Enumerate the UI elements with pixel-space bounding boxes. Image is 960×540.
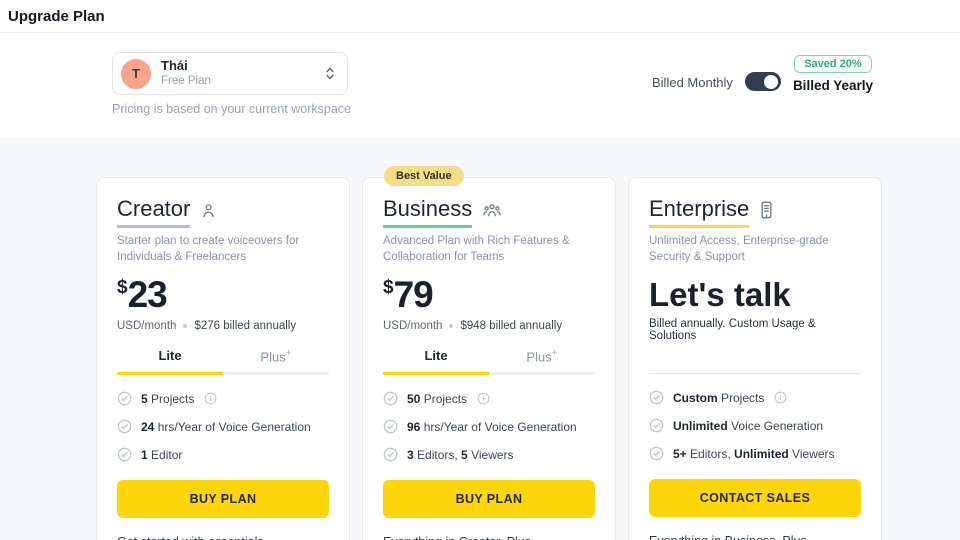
price-value: 23 xyxy=(127,273,168,315)
page-header: Upgrade Plan xyxy=(0,0,960,33)
billed-note: $276 billed annually xyxy=(194,319,297,332)
team-icon xyxy=(482,201,502,219)
check-circle-icon xyxy=(649,390,664,405)
check-circle-icon xyxy=(383,391,398,406)
check-circle-icon xyxy=(383,447,398,462)
feature-editors-viewers: 5+ Editors, Unlimited Viewers xyxy=(649,446,861,461)
toggle-knob xyxy=(764,74,779,89)
dot-separator xyxy=(449,323,454,328)
feature-projects: 5 Projects xyxy=(117,391,329,406)
check-circle-icon xyxy=(117,447,132,462)
saved-badge: Saved 20% xyxy=(794,55,872,73)
price-unit: USD/month xyxy=(383,319,443,332)
price-unit: USD/month xyxy=(117,319,177,332)
workspace-selector[interactable]: T Thái Free Plan xyxy=(112,52,348,95)
plan-price: $23 xyxy=(117,273,329,315)
price-meta: USD/month $276 billed annually xyxy=(117,318,329,333)
tier-tabs: Lite Plus+ xyxy=(383,348,595,376)
currency-symbol: $ xyxy=(383,277,394,298)
workspace-plan: Free Plan xyxy=(161,75,211,88)
subheader: T Thái Free Plan Pricing is based on you… xyxy=(0,33,960,138)
billed-monthly-label: Billed Monthly xyxy=(652,75,733,90)
tier-tabs: Lite Plus+ xyxy=(117,348,329,376)
billing-controls: Billed Monthly Saved 20% Billed Yearly xyxy=(652,55,873,93)
avatar: T xyxy=(121,58,151,89)
feature-projects: 50 Projects xyxy=(383,391,595,406)
plan-price: $79 xyxy=(383,273,595,315)
building-icon xyxy=(759,201,774,219)
billed-yearly-label: Billed Yearly xyxy=(792,78,873,93)
person-icon xyxy=(200,202,217,219)
check-circle-icon xyxy=(649,418,664,433)
billed-yearly-group: Saved 20% Billed Yearly xyxy=(793,55,873,93)
feature-voice-generation: 24 hrs/Year of Voice Generation xyxy=(117,419,329,434)
plan-price: Let's talk xyxy=(649,273,861,315)
workspace-caption: Pricing is based on your current workspa… xyxy=(112,102,352,116)
check-circle-icon xyxy=(383,419,398,434)
currency-symbol: $ xyxy=(117,277,128,298)
dot-separator xyxy=(183,323,188,328)
feature-editors-viewers: 3 Editors, 5 Viewers xyxy=(383,447,595,462)
billed-note: Billed annually. Custom Usage & Solution… xyxy=(649,318,816,342)
check-circle-icon xyxy=(117,419,132,434)
info-icon[interactable] xyxy=(204,392,217,405)
tab-lite[interactable]: Lite xyxy=(117,348,223,376)
tabs-divider xyxy=(649,348,861,374)
feature-list: Custom Projects Unlimited Voice Generati… xyxy=(649,390,861,461)
plan-title-row: Business xyxy=(383,196,595,228)
tab-lite[interactable]: Lite xyxy=(383,348,489,376)
feature-list: 50 Projects 96 hrs/Year of Voice Generat… xyxy=(383,391,595,462)
contact-sales-button[interactable]: CONTACT SALES xyxy=(649,479,861,517)
plan-name-enterprise: Enterprise xyxy=(649,196,750,228)
plan-description: Unlimited Access, Enterprise-grade Secur… xyxy=(649,235,829,264)
info-icon[interactable] xyxy=(774,391,787,404)
buy-plan-button[interactable]: BUY PLAN xyxy=(383,480,595,519)
feature-projects: Custom Projects xyxy=(649,390,861,405)
feature-list: 5 Projects 24 hrs/Year of Voice Generati… xyxy=(117,391,329,462)
workspace-info: Thái Free Plan xyxy=(161,58,325,89)
check-circle-icon xyxy=(117,391,132,406)
billed-note: $948 billed annually xyxy=(460,319,563,332)
extras-heading: Get started with essentials xyxy=(117,535,329,540)
buy-plan-button[interactable]: BUY PLAN xyxy=(117,480,329,519)
billing-toggle[interactable] xyxy=(744,72,781,91)
workspace-name: Thái xyxy=(161,58,188,74)
info-icon[interactable] xyxy=(477,392,490,405)
tab-plus[interactable]: Plus+ xyxy=(489,348,595,376)
plan-title-row: Creator xyxy=(117,196,329,228)
plan-name-creator: Creator xyxy=(117,196,191,228)
price-meta: USD/month $948 billed annually xyxy=(383,318,595,333)
page-title: Upgrade Plan xyxy=(8,7,105,25)
plan-card-enterprise: Enterprise Unlimited Access, Enterprise-… xyxy=(628,177,882,540)
extras-heading: Everything in Business, Plus xyxy=(649,534,861,540)
feature-editors: 1 Editor xyxy=(117,447,329,462)
price-value: Let's talk xyxy=(649,275,791,313)
plan-description: Advanced Plan with Rich Features & Colla… xyxy=(383,235,570,264)
price-value: 79 xyxy=(393,273,434,315)
pricing-section: Creator Starter plan to create voiceover… xyxy=(0,138,960,540)
extras-heading: Everything in Creator, Plus xyxy=(383,535,595,540)
feature-voice-generation: Unlimited Voice Generation xyxy=(649,418,861,433)
plan-card-business: Best Value Business Advanced Plan with R… xyxy=(362,166,616,540)
plan-description: Starter plan to create voiceovers for In… xyxy=(117,235,300,264)
plan-name-business: Business xyxy=(383,196,473,228)
tab-plus[interactable]: Plus+ xyxy=(223,348,329,376)
plan-card-creator: Creator Starter plan to create voiceover… xyxy=(96,177,350,540)
chevron-up-down-icon xyxy=(325,66,335,81)
best-value-badge: Best Value xyxy=(384,166,464,186)
check-circle-icon xyxy=(649,446,664,461)
plan-title-row: Enterprise xyxy=(649,196,861,228)
feature-voice-generation: 96 hrs/Year of Voice Generation xyxy=(383,419,595,434)
